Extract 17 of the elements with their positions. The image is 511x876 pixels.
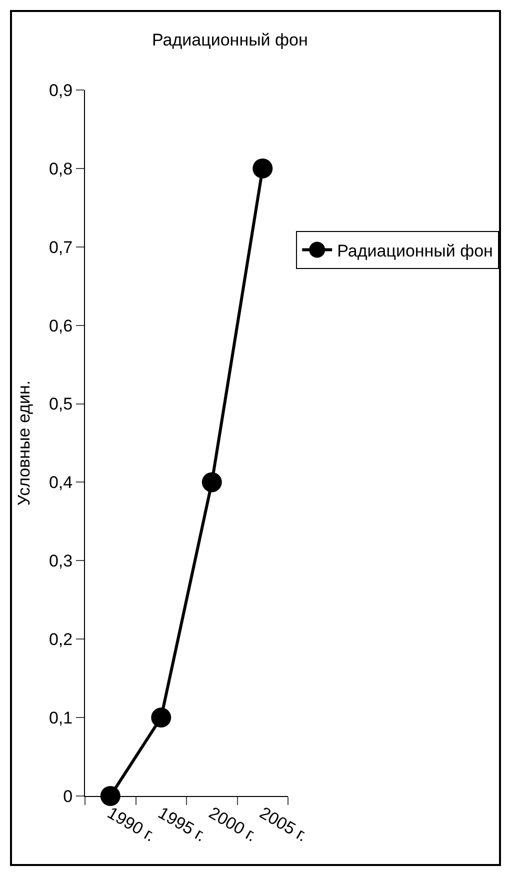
y-axis-title: Условные един. bbox=[14, 380, 34, 506]
y-tick-label: 0,2 bbox=[48, 630, 73, 650]
point bbox=[100, 786, 120, 806]
y-tick-label: 0,9 bbox=[48, 80, 73, 100]
y-tick-label: 0,1 bbox=[48, 708, 73, 728]
y-tick-label: 0,4 bbox=[48, 473, 73, 492]
legend-label: Радиационный фон bbox=[337, 241, 493, 260]
chart-title: Радиационный фон bbox=[152, 30, 308, 50]
y-tick-label: 0,7 bbox=[48, 238, 73, 257]
y-tick-label: 0,6 bbox=[48, 316, 73, 336]
point bbox=[151, 708, 172, 728]
y-tick-label: 0,5 bbox=[48, 394, 73, 414]
y-tick-label: 0 bbox=[63, 786, 73, 806]
y-tick-label: 0,8 bbox=[48, 159, 73, 178]
point bbox=[252, 158, 273, 178]
y-tick-label: 0,3 bbox=[48, 552, 73, 571]
point bbox=[202, 472, 222, 492]
